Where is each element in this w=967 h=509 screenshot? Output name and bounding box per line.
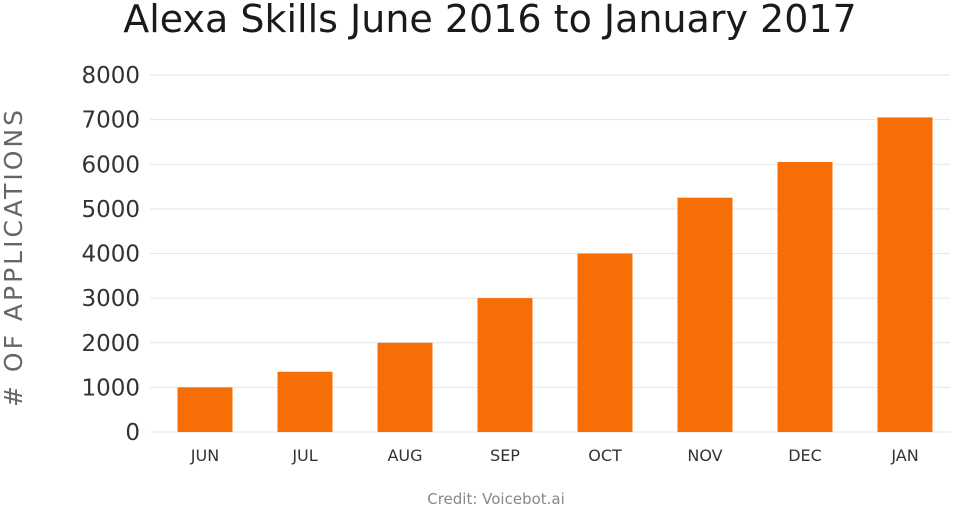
bar-oct bbox=[577, 253, 633, 432]
y-tick-label: 8000 bbox=[81, 63, 140, 89]
x-tick-label: AUG bbox=[387, 446, 422, 465]
x-axis-ticks: JUN JUL AUG SEP OCT NOV DEC JAN bbox=[190, 446, 919, 465]
bar-dec bbox=[777, 162, 833, 433]
y-tick-label: 5000 bbox=[81, 197, 140, 223]
x-tick-label: DEC bbox=[788, 446, 822, 465]
y-tick-label: 7000 bbox=[81, 108, 140, 134]
bar-aug bbox=[377, 342, 433, 432]
x-tick-label: NOV bbox=[687, 446, 722, 465]
bar-jun bbox=[177, 387, 233, 432]
y-tick-label: 1000 bbox=[81, 375, 140, 401]
x-tick-label: JUL bbox=[291, 446, 317, 465]
y-axis-label: # OF APPLICATIONS bbox=[0, 107, 28, 407]
bars bbox=[177, 117, 933, 433]
y-tick-label: 6000 bbox=[81, 152, 140, 178]
y-tick-label: 2000 bbox=[81, 331, 140, 357]
y-tick-label: 3000 bbox=[81, 286, 140, 312]
x-tick-label: OCT bbox=[588, 446, 622, 465]
bar-jan bbox=[877, 117, 933, 433]
x-tick-label: SEP bbox=[490, 446, 520, 465]
y-tick-label: 0 bbox=[125, 420, 140, 446]
credit-text: Credit: Voicebot.ai bbox=[427, 490, 565, 508]
bar-jul bbox=[277, 371, 333, 432]
x-tick-label: JAN bbox=[890, 446, 918, 465]
chart-title: Alexa Skills June 2016 to January 2017 bbox=[123, 0, 857, 41]
x-tick-label: JUN bbox=[190, 446, 219, 465]
y-tick-label: 4000 bbox=[81, 242, 140, 268]
bar-sep bbox=[477, 298, 533, 432]
bar-nov bbox=[677, 197, 733, 432]
y-axis-ticks: 0 1000 2000 3000 4000 5000 6000 7000 8000 bbox=[81, 63, 140, 446]
